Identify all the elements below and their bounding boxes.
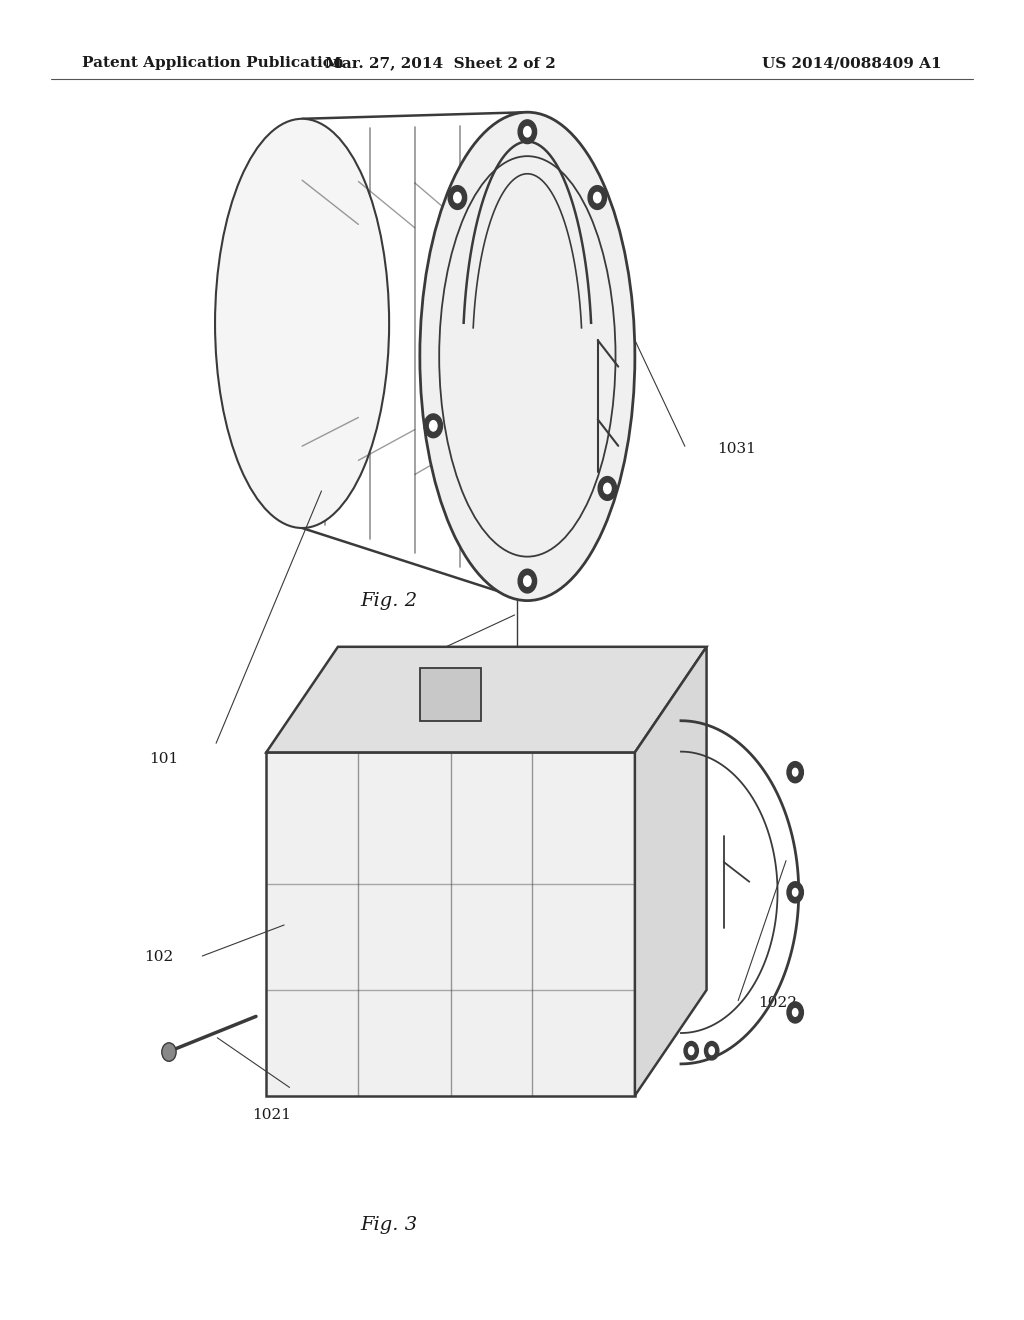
Circle shape xyxy=(787,882,804,903)
Circle shape xyxy=(428,420,438,433)
Polygon shape xyxy=(635,647,707,1096)
Circle shape xyxy=(687,1045,695,1056)
Polygon shape xyxy=(266,647,707,752)
Bar xyxy=(420,668,481,721)
Circle shape xyxy=(787,762,804,783)
Text: 1021: 1021 xyxy=(252,1109,291,1122)
Circle shape xyxy=(592,191,602,205)
Circle shape xyxy=(162,1043,176,1061)
Circle shape xyxy=(602,482,612,495)
Circle shape xyxy=(792,887,800,898)
Circle shape xyxy=(787,1002,804,1023)
Text: 103: 103 xyxy=(416,663,444,676)
Text: US 2014/0088409 A1: US 2014/0088409 A1 xyxy=(763,57,942,70)
Circle shape xyxy=(424,414,442,438)
Circle shape xyxy=(705,1041,719,1060)
Circle shape xyxy=(449,186,467,210)
Text: Patent Application Publication: Patent Application Publication xyxy=(82,57,344,70)
Text: 102: 102 xyxy=(144,950,173,964)
Circle shape xyxy=(518,120,537,144)
Circle shape xyxy=(522,574,532,587)
Circle shape xyxy=(708,1045,716,1056)
Circle shape xyxy=(522,125,532,139)
Circle shape xyxy=(684,1041,698,1060)
Circle shape xyxy=(792,1007,800,1018)
Circle shape xyxy=(792,767,800,777)
Text: 101: 101 xyxy=(150,752,178,766)
Circle shape xyxy=(518,569,537,593)
Text: 1022: 1022 xyxy=(758,997,797,1010)
Circle shape xyxy=(453,191,463,205)
Polygon shape xyxy=(266,752,635,1096)
Text: 1031: 1031 xyxy=(717,442,756,455)
Ellipse shape xyxy=(420,112,635,601)
Circle shape xyxy=(588,186,606,210)
Ellipse shape xyxy=(215,119,389,528)
Text: Mar. 27, 2014  Sheet 2 of 2: Mar. 27, 2014 Sheet 2 of 2 xyxy=(325,57,556,70)
Circle shape xyxy=(598,477,616,500)
Text: Fig. 2: Fig. 2 xyxy=(360,591,418,610)
Text: Fig. 3: Fig. 3 xyxy=(360,1216,418,1234)
